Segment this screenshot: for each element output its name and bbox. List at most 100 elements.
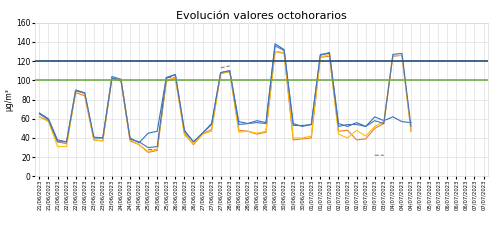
VALLADOLID SUR [172, 76, 178, 79]
MICHELIN 1 [136, 143, 142, 146]
VALLADOLID SUR [145, 148, 151, 151]
VALLADOLID SUR [218, 66, 224, 69]
MICHELIN 2 [381, 122, 387, 125]
VEGA SICILIA [381, 119, 387, 122]
VEGA SICILIA [190, 140, 196, 143]
PUENTE PONIENTE [36, 115, 42, 118]
MICHELIN 2 [109, 77, 115, 80]
PUENTE PONIENTE [236, 129, 242, 132]
MICHELIN 2 [36, 112, 42, 115]
MICHELIN 1 [36, 115, 42, 118]
PUENTE PONIENTE [181, 132, 187, 135]
MICHELIN 1 [227, 70, 233, 73]
VALLADOLID SUR [381, 154, 387, 157]
PUENTE PONIENTE [399, 54, 405, 57]
Line: MICHELIN 2: MICHELIN 2 [39, 46, 411, 148]
MICHELIN 2 [154, 145, 160, 148]
MICHELIN 2 [136, 140, 142, 143]
Line: VEGA SICILIA: VEGA SICILIA [39, 44, 411, 143]
PUENTE PONIENTE [227, 70, 233, 73]
MICHELIN 2 [327, 52, 333, 55]
MICHELIN 2 [245, 122, 251, 125]
VEGA SICILIA [399, 120, 405, 123]
VEGA SICILIA [218, 71, 224, 74]
MICHELIN 1 [327, 53, 333, 56]
MICHELIN 1 [299, 137, 305, 140]
VEGA SICILIA [254, 119, 260, 122]
MICHELIN 1 [172, 76, 178, 79]
VEGA SICILIA [136, 141, 142, 144]
VALLADOLID SUR [163, 76, 169, 79]
PUENTE PONIENTE [172, 77, 178, 80]
MICHELIN 1 [281, 51, 287, 54]
MICHELIN 2 [354, 123, 360, 126]
VEGA SICILIA [45, 117, 51, 120]
PUENTE PONIENTE [100, 139, 106, 142]
VEGA SICILIA [245, 122, 251, 125]
VEGA SICILIA [181, 129, 187, 132]
MICHELIN 2 [218, 71, 224, 74]
Line: PUENTE PONIENTE: PUENTE PONIENTE [39, 51, 411, 152]
VEGA SICILIA [127, 137, 133, 140]
PUENTE PONIENTE [209, 128, 215, 131]
MICHELIN 2 [64, 140, 70, 143]
MICHELIN 2 [163, 77, 169, 80]
MICHELIN 1 [64, 145, 70, 148]
MICHELIN 1 [163, 79, 169, 82]
VEGA SICILIA [154, 130, 160, 133]
VEGA SICILIA [200, 132, 206, 135]
VEGA SICILIA [390, 115, 396, 118]
MICHELIN 1 [308, 135, 314, 138]
VEGA SICILIA [100, 137, 106, 140]
MICHELIN 1 [190, 142, 196, 145]
PUENTE PONIENTE [91, 138, 97, 141]
VEGA SICILIA [91, 137, 97, 140]
VEGA SICILIA [336, 122, 342, 125]
PUENTE PONIENTE [290, 138, 296, 141]
VEGA SICILIA [55, 138, 61, 141]
VEGA SICILIA [272, 42, 278, 45]
MICHELIN 2 [200, 132, 206, 135]
PUENTE PONIENTE [45, 119, 51, 122]
PUENTE PONIENTE [336, 130, 342, 133]
PUENTE PONIENTE [118, 80, 124, 83]
Title: Evolución valores octohorarios: Evolución valores octohorarios [176, 11, 347, 20]
VEGA SICILIA [354, 121, 360, 124]
PUENTE PONIENTE [127, 139, 133, 142]
MICHELIN 1 [154, 148, 160, 151]
MICHELIN 2 [290, 124, 296, 127]
MICHELIN 1 [218, 71, 224, 74]
Line: VALLADOLID SUR: VALLADOLID SUR [148, 66, 384, 155]
Line: MICHELIN 1: MICHELIN 1 [39, 51, 411, 151]
MICHELIN 1 [399, 54, 405, 57]
MICHELIN 1 [336, 133, 342, 136]
MICHELIN 2 [82, 91, 88, 94]
MICHELIN 2 [209, 123, 215, 126]
MICHELIN 2 [73, 89, 79, 92]
VEGA SICILIA [345, 125, 351, 128]
VEGA SICILIA [317, 54, 323, 57]
Y-axis label: µg/m³: µg/m³ [4, 88, 13, 111]
VEGA SICILIA [172, 73, 178, 76]
VEGA SICILIA [408, 121, 414, 124]
VALLADOLID SUR [372, 154, 377, 157]
PUENTE PONIENTE [190, 143, 196, 146]
VEGA SICILIA [236, 120, 242, 123]
MICHELIN 2 [345, 123, 351, 126]
VEGA SICILIA [163, 76, 169, 79]
MICHELIN 1 [209, 130, 215, 133]
PUENTE PONIENTE [381, 122, 387, 125]
MICHELIN 1 [91, 138, 97, 141]
VEGA SICILIA [299, 125, 305, 128]
PUENTE PONIENTE [345, 129, 351, 132]
PUENTE PONIENTE [254, 133, 260, 136]
PUENTE PONIENTE [281, 52, 287, 55]
PUENTE PONIENTE [163, 80, 169, 83]
MICHELIN 2 [45, 118, 51, 121]
PUENTE PONIENTE [390, 55, 396, 58]
MICHELIN 2 [390, 53, 396, 56]
VEGA SICILIA [363, 125, 369, 128]
MICHELIN 2 [317, 53, 323, 56]
VEGA SICILIA [308, 123, 314, 126]
PUENTE PONIENTE [354, 138, 360, 141]
